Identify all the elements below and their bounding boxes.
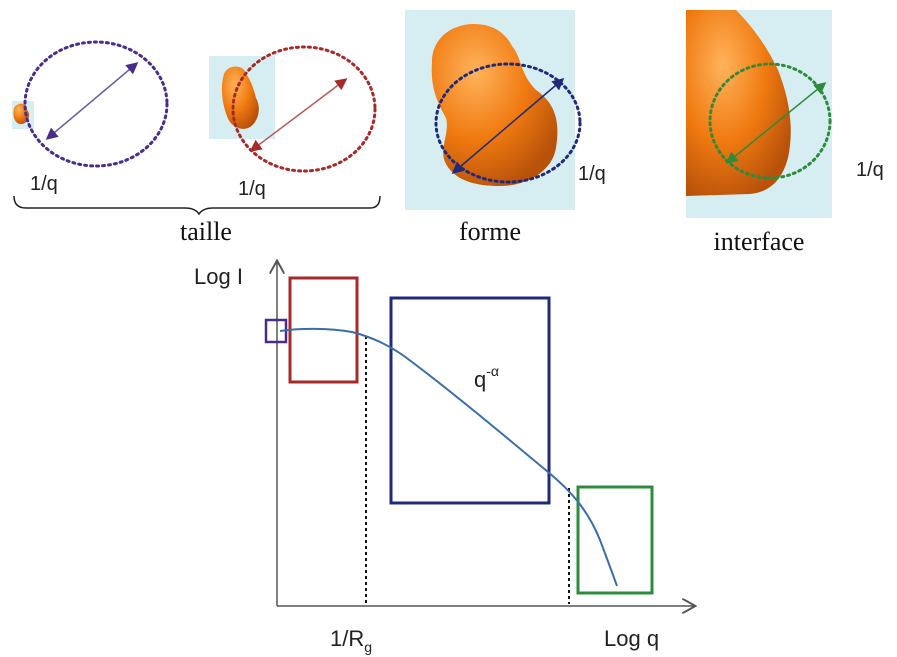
scattering-plot: Log I Log q q-α 1/Rg bbox=[194, 262, 694, 655]
taille-panel-medium: 1/q bbox=[209, 45, 377, 200]
q-label-forme: 1/q bbox=[578, 163, 606, 185]
forme-label: forme bbox=[459, 217, 521, 246]
q-label-red: 1/q bbox=[238, 178, 266, 200]
q-arrow-red bbox=[249, 78, 348, 152]
scattering-curve bbox=[279, 327, 618, 587]
interface-label: interface bbox=[714, 227, 805, 256]
probe-circle-green bbox=[708, 62, 832, 180]
q-arrow-purple bbox=[45, 62, 139, 140]
slope-label: q-α bbox=[474, 363, 499, 392]
particle-blob-medium bbox=[221, 66, 259, 129]
taille-panel-small: 1/q bbox=[12, 40, 169, 195]
region-box-green bbox=[576, 485, 654, 595]
forme-panel: 1/q forme bbox=[405, 10, 606, 246]
region-box-navy bbox=[389, 296, 551, 505]
q-arrow-green bbox=[725, 82, 827, 164]
probe-circle-purple bbox=[23, 40, 169, 168]
rg-tick-label: 1/Rg bbox=[330, 626, 372, 655]
x-axis-label: Log q bbox=[604, 626, 659, 651]
probe-circle-navy bbox=[434, 62, 582, 184]
q-label-interface: 1/q bbox=[856, 159, 884, 181]
q-arrow-navy bbox=[451, 78, 565, 174]
interface-panel: 1/q interface bbox=[686, 10, 884, 256]
probe-circle-red bbox=[231, 45, 377, 173]
y-axis-label: Log I bbox=[194, 264, 243, 289]
taille-label: taille bbox=[180, 217, 232, 246]
q-label-purple: 1/q bbox=[30, 173, 58, 195]
taille-brace bbox=[13, 195, 381, 216]
